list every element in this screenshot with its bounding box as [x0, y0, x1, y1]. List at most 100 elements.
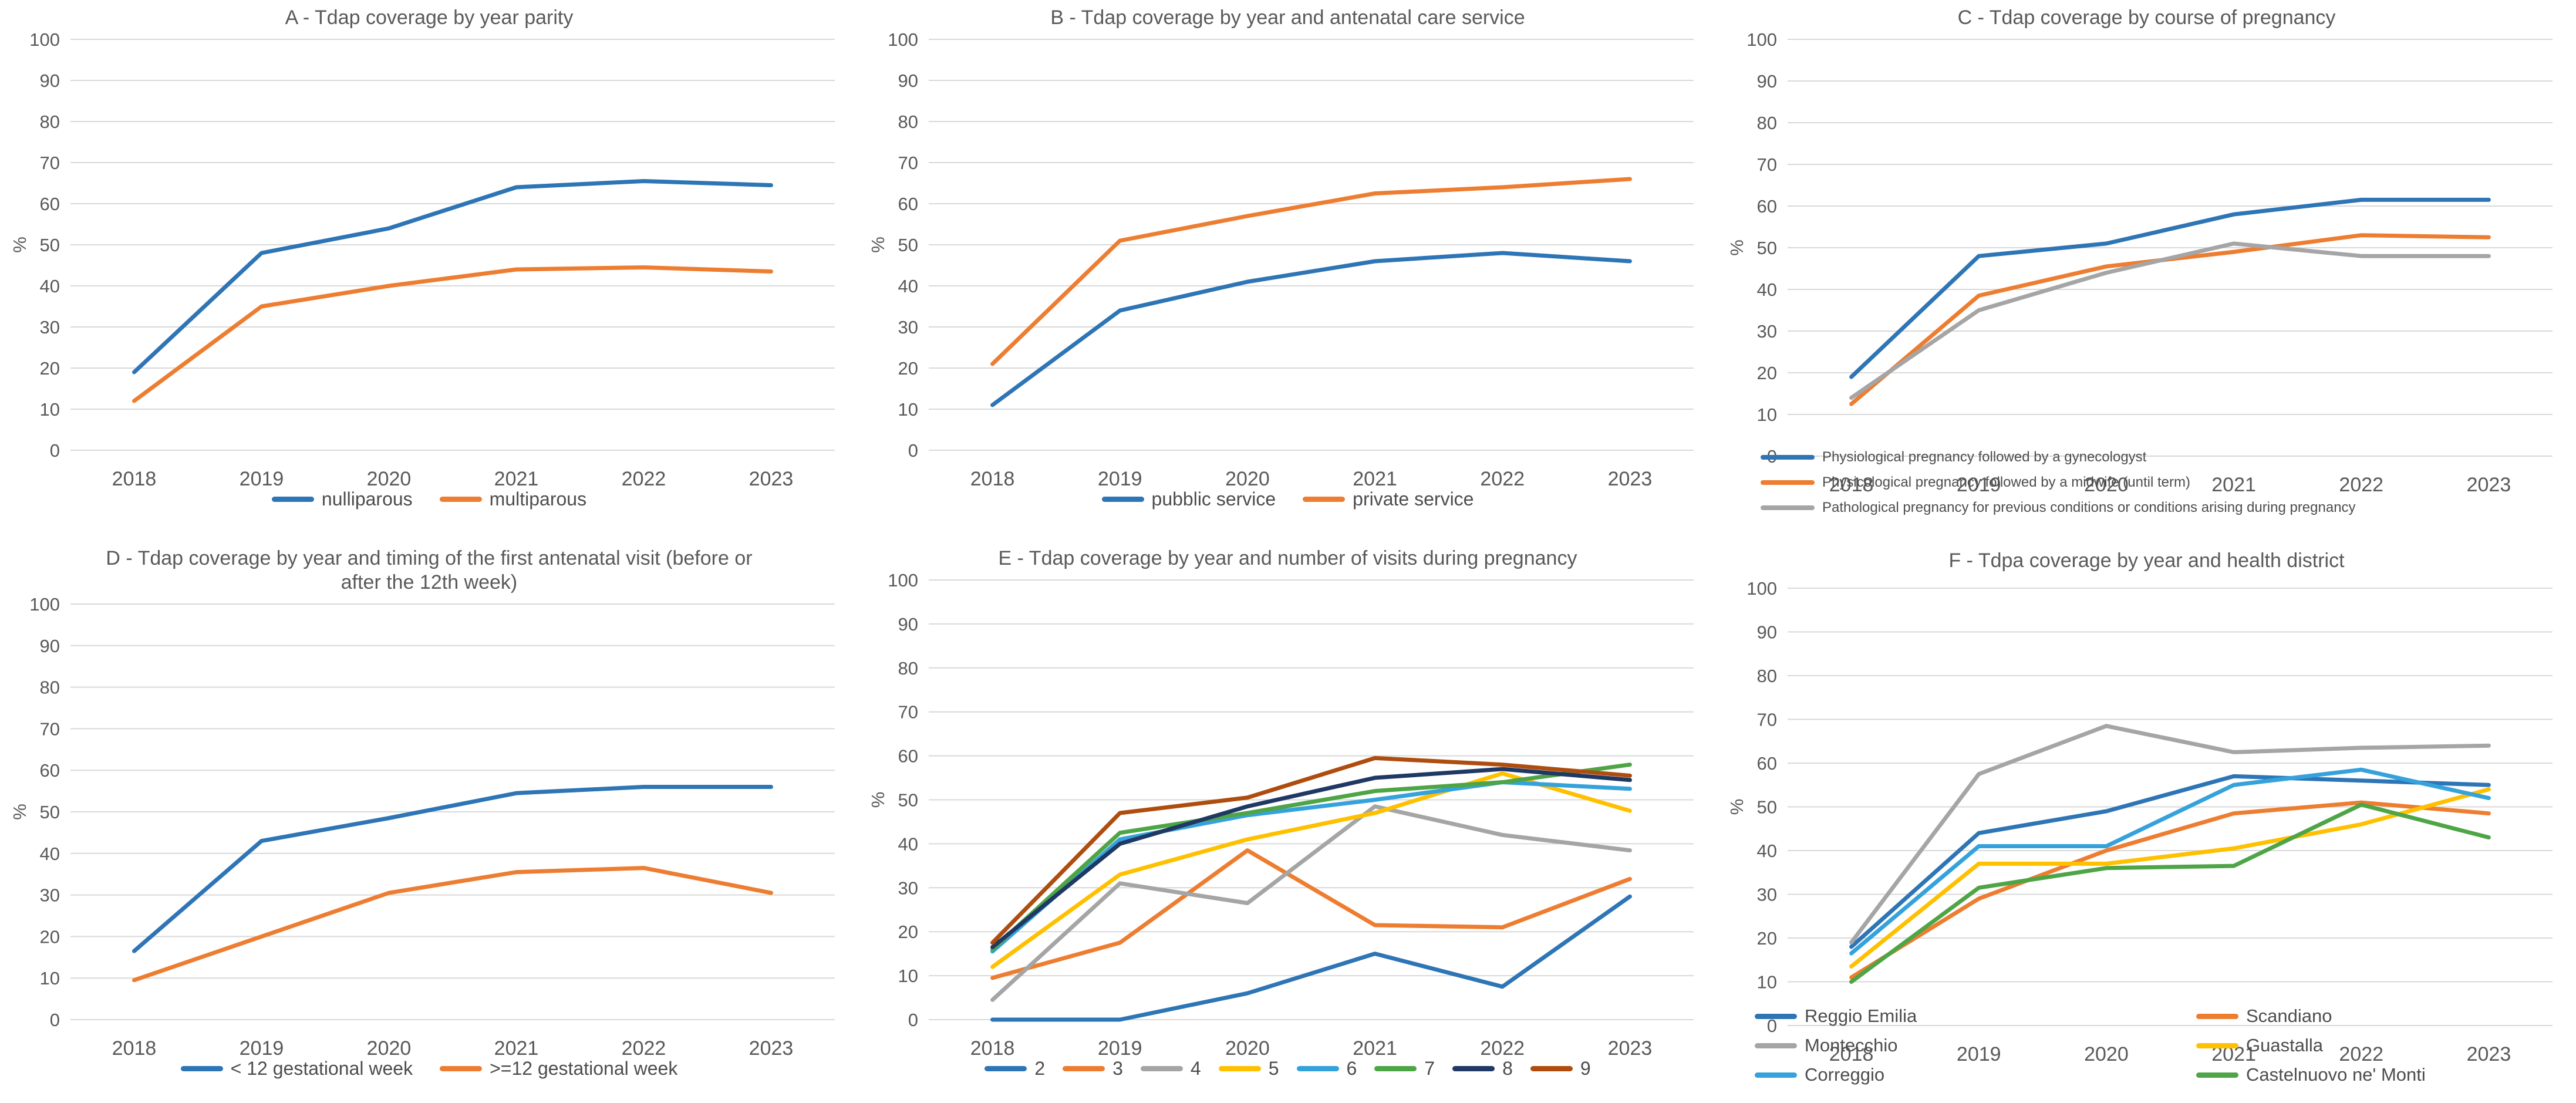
svg-text:60: 60	[898, 746, 918, 766]
svg-text:%: %	[868, 237, 888, 253]
svg-text:20: 20	[1757, 363, 1777, 383]
svg-text:30: 30	[898, 317, 918, 338]
svg-text:%: %	[868, 792, 888, 808]
legend-item: 6	[1296, 1058, 1357, 1080]
svg-text:20: 20	[898, 922, 918, 942]
svg-text:40: 40	[898, 834, 918, 854]
legend-swatch	[1218, 1066, 1261, 1071]
svg-text:2023: 2023	[749, 1037, 794, 1060]
legend-swatch	[1761, 455, 1815, 460]
svg-text:30: 30	[40, 885, 60, 905]
svg-text:2022: 2022	[2339, 474, 2383, 496]
svg-text:20: 20	[898, 358, 918, 379]
legend-f: Reggio Emilia Scandiano Montecchio Guastall…	[1717, 1006, 2576, 1103]
svg-text:50: 50	[1757, 797, 1777, 817]
svg-text:2021: 2021	[2211, 474, 2256, 496]
svg-text:0: 0	[50, 1010, 60, 1030]
svg-text:30: 30	[40, 317, 60, 338]
panel-f-health-district: F - Tdpa coverage by year and health dis…	[1717, 531, 2576, 1103]
legend-swatch	[1140, 1066, 1183, 1071]
svg-text:100: 100	[888, 30, 918, 50]
svg-text:%: %	[1727, 240, 1747, 256]
legend-item: Guastalla	[2196, 1035, 2426, 1056]
svg-text:100: 100	[1746, 30, 1777, 50]
legend-item: < 12 gestational week	[180, 1058, 413, 1080]
svg-text:90: 90	[898, 70, 918, 91]
svg-text:10: 10	[1757, 972, 1777, 992]
svg-text:90: 90	[1757, 71, 1777, 92]
svg-text:2021: 2021	[1353, 468, 1397, 490]
legend-swatch	[1296, 1066, 1339, 1071]
svg-text:2021: 2021	[1353, 1037, 1397, 1060]
line-chart-c: 0102030405060708090100%20182019202020212…	[1727, 30, 2553, 496]
svg-text:20: 20	[1757, 928, 1777, 949]
legend-swatch	[2196, 1013, 2238, 1019]
svg-text:80: 80	[40, 112, 60, 132]
svg-text:30: 30	[1757, 321, 1777, 342]
svg-text:2023: 2023	[1608, 1037, 1653, 1060]
line-chart-e: 0 10 20 30 40 50 60 70 80 90 100% 2018 2019 2020 2021 2…	[868, 571, 1694, 1060]
legend-swatch	[1063, 1066, 1105, 1071]
svg-text:0: 0	[908, 1010, 918, 1030]
svg-text:2021: 2021	[494, 1037, 539, 1060]
svg-text:80: 80	[898, 112, 918, 132]
svg-text:2023: 2023	[1608, 468, 1653, 490]
panel-c-course-of-pregnancy: C - Tdap coverage by course of pregnancy…	[1717, 0, 2576, 531]
svg-text:30: 30	[898, 878, 918, 898]
svg-text:2018: 2018	[1829, 1043, 1874, 1065]
legend-swatch	[1761, 505, 1815, 510]
svg-text:20: 20	[40, 358, 60, 379]
svg-text:2023: 2023	[749, 468, 794, 490]
svg-text:80: 80	[1757, 666, 1777, 686]
legend-swatch	[1530, 1066, 1573, 1071]
legend-label: 3	[1112, 1058, 1123, 1079]
svg-text:50: 50	[1757, 238, 1777, 258]
svg-text:2020: 2020	[367, 1037, 412, 1060]
svg-text:2019: 2019	[1098, 468, 1142, 490]
svg-text:2020: 2020	[367, 468, 412, 490]
svg-text:0: 0	[50, 440, 60, 461]
svg-text:70: 70	[898, 153, 918, 173]
legend-item: Physicological pregnancy followed by a m…	[1761, 474, 2190, 491]
legend-item: >=12 gestational week	[440, 1058, 677, 1080]
svg-text:60: 60	[1757, 753, 1777, 774]
legend-item: Scandiano	[2196, 1006, 2426, 1027]
legend-label: Guastalla	[2246, 1035, 2323, 1055]
svg-text:40: 40	[898, 276, 918, 296]
svg-text:10: 10	[898, 399, 918, 420]
legend-swatch	[1755, 1072, 1797, 1078]
legend-label: nulliparous	[321, 488, 413, 510]
legend-label: 2	[1034, 1058, 1046, 1079]
svg-text:2022: 2022	[2339, 1043, 2383, 1065]
svg-text:2020: 2020	[1225, 1037, 1270, 1060]
svg-text:100: 100	[1746, 579, 1777, 599]
svg-text:%: %	[9, 237, 30, 253]
svg-text:100: 100	[888, 571, 918, 591]
legend-item: 4	[1140, 1058, 1201, 1080]
panel-b-care-service: B - Tdap coverage by year and antenatal …	[858, 0, 1717, 531]
svg-text:90: 90	[898, 614, 918, 635]
legend-label: 4	[1190, 1058, 1201, 1079]
legend-swatch	[984, 1066, 1027, 1071]
svg-text:60: 60	[40, 194, 60, 214]
svg-text:70: 70	[1757, 154, 1777, 175]
legend-label: >=12 gestational week	[490, 1058, 678, 1079]
svg-text:0: 0	[908, 440, 918, 461]
legend-swatch	[440, 1066, 483, 1071]
line-chart-b: 0 10 20 30 40 50 60 70 80 90 100% 2018 2019 2020 2021 2…	[868, 30, 1694, 490]
legend-label: multiparous	[489, 488, 587, 510]
chart-title-c: C - Tdap coverage by course of pregnancy	[1957, 6, 2336, 29]
chart-title-e: E - Tdap coverage by year and number of …	[998, 547, 1577, 569]
legend-swatch	[439, 497, 482, 502]
legend-item: 5	[1218, 1058, 1279, 1080]
legend-swatch	[2196, 1043, 2238, 1048]
legend-item: 8	[1452, 1058, 1513, 1080]
legend-swatch	[1101, 497, 1144, 502]
svg-text:2021: 2021	[494, 468, 539, 490]
legend-label: 7	[1424, 1058, 1435, 1079]
svg-text:2020: 2020	[1225, 468, 1270, 490]
svg-text:30: 30	[1757, 884, 1777, 905]
svg-text:10: 10	[40, 968, 60, 989]
svg-text:0: 0	[1767, 1016, 1777, 1036]
